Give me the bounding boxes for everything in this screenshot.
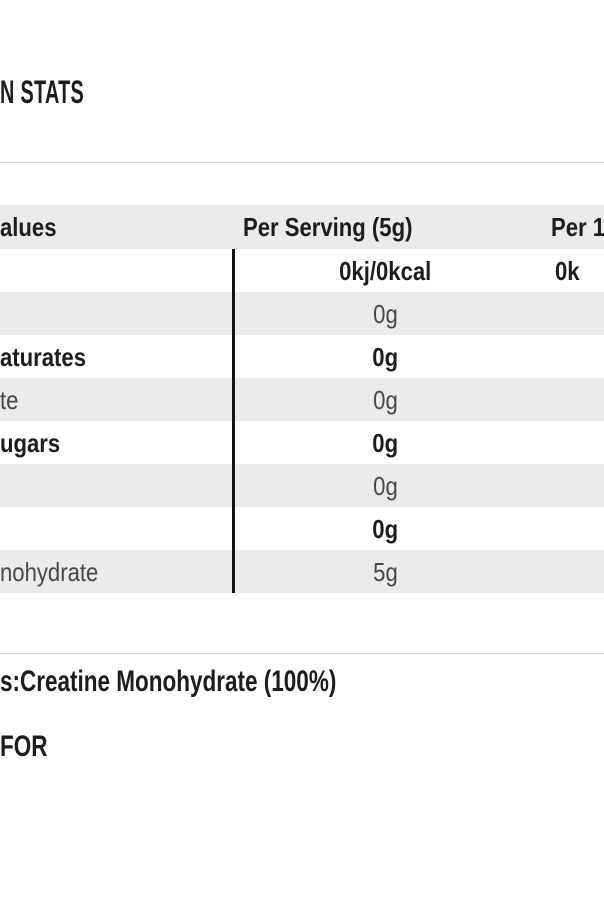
table-row-saturates: aturates 0g bbox=[0, 335, 604, 378]
header-per-serving-label: Per Serving (5g) bbox=[243, 212, 413, 242]
page-title: N STATS bbox=[0, 74, 85, 110]
header-values-label: alues bbox=[0, 212, 57, 242]
row-label: ugars bbox=[0, 427, 61, 458]
table-column-rule bbox=[232, 249, 235, 593]
serving-value: 0g bbox=[372, 427, 398, 458]
row-label: aturates bbox=[0, 341, 86, 372]
header-cell-per-100: Per 1 bbox=[551, 205, 604, 249]
serving-value: 0kj/0kcal bbox=[338, 255, 432, 286]
bottom-divider bbox=[0, 653, 604, 654]
table-row-carbohydrate: te 0g bbox=[0, 378, 604, 421]
top-divider bbox=[0, 162, 604, 163]
table-row-energy: 0kj/0kcal 0k bbox=[0, 249, 604, 292]
table-row-fat: 0g bbox=[0, 292, 604, 335]
serving-value: 0g bbox=[372, 341, 398, 372]
serving-value: 0g bbox=[372, 384, 398, 415]
serving-value: 0g bbox=[372, 513, 398, 544]
header-cell-values: alues bbox=[0, 205, 67, 249]
ingredients-text: s:Creatine Monohydrate (100%) bbox=[0, 665, 337, 698]
serving-value: 5g bbox=[372, 556, 398, 587]
nutrition-table: alues Per Serving (5g) Per 1 0kj/0kcal 0… bbox=[0, 205, 604, 593]
table-header-row: alues Per Serving (5g) Per 1 bbox=[0, 205, 604, 249]
table-row-fibre: 0g bbox=[0, 464, 604, 507]
row-label: nohydrate bbox=[0, 556, 99, 587]
serving-value: 0g bbox=[372, 470, 398, 501]
table-row-sugars: ugars 0g bbox=[0, 421, 604, 464]
table-row-protein: 0g bbox=[0, 507, 604, 550]
row-label: te bbox=[0, 384, 19, 415]
header-per-100-label: Per 1 bbox=[551, 212, 604, 242]
suitable-for-heading: FOR bbox=[0, 730, 48, 763]
serving-value: 0g bbox=[372, 298, 398, 329]
header-cell-per-serving: Per Serving (5g) bbox=[233, 205, 423, 249]
table-row-creatine-monohydrate: nohydrate 5g bbox=[0, 550, 604, 593]
per-100-value: 0k bbox=[555, 255, 580, 286]
